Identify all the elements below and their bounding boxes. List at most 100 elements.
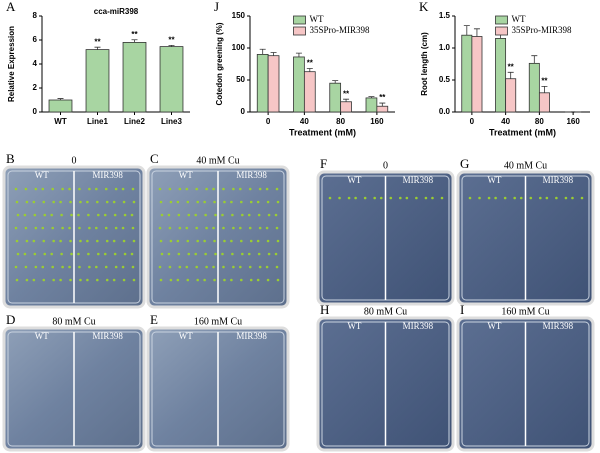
seedling: [222, 265, 225, 269]
x-tick-label: Line2: [124, 117, 145, 126]
y-tick-label: 0: [241, 107, 246, 116]
seedling: [86, 278, 89, 282]
seedling: [105, 200, 109, 204]
seedling: [97, 252, 100, 256]
significance-label: **: [94, 37, 101, 46]
seedling: [176, 200, 180, 204]
bar: [122, 42, 147, 113]
y-tick-label: 0: [33, 107, 38, 116]
seedling: [123, 252, 127, 256]
legend-label: WT: [310, 14, 324, 24]
seedling: [41, 226, 45, 230]
seedling: [96, 239, 99, 243]
x-tick-label: 80: [535, 117, 544, 126]
x-tick-label: Line1: [87, 117, 108, 126]
seedling: [196, 200, 199, 204]
seedling: [275, 187, 279, 191]
seedling: [122, 278, 126, 282]
y-axis-label: Relative Expression: [7, 26, 16, 102]
bar: [329, 82, 342, 113]
significance-label: **: [541, 77, 548, 86]
seedling: [239, 187, 242, 191]
seedling: [196, 278, 199, 282]
seedling: [177, 213, 181, 217]
seedling: [159, 200, 163, 204]
seedling: [221, 252, 224, 256]
seedling: [160, 213, 164, 217]
panel-title: 160 mM Cu: [194, 316, 242, 327]
genotype-left: WT: [487, 175, 501, 185]
seedling: [178, 226, 182, 230]
seedling: [213, 278, 216, 282]
seedling: [431, 196, 434, 200]
seedling: [60, 252, 63, 256]
x-tick-label: 80: [336, 117, 345, 126]
seedling: [68, 265, 71, 269]
seedling: [256, 278, 260, 282]
bar: [365, 97, 378, 113]
seedling: [51, 226, 54, 230]
seedling: [51, 187, 54, 191]
seedling: [122, 239, 126, 243]
seedling: [571, 196, 574, 200]
seedling: [112, 239, 116, 243]
seedling: [130, 252, 134, 256]
seedling: [114, 226, 118, 230]
seedling: [231, 252, 234, 256]
seedling: [105, 278, 109, 282]
seedling: [247, 213, 251, 217]
seedling: [69, 239, 72, 243]
genotype-left: WT: [347, 321, 361, 331]
seedling: [70, 252, 73, 256]
seedling: [97, 213, 100, 217]
x-tick-label: WT: [54, 117, 67, 126]
seedling: [59, 278, 62, 282]
y-tick-label: 6: [33, 35, 38, 44]
seedling: [131, 187, 135, 191]
legend-swatch: [495, 15, 508, 25]
seedling: [176, 239, 180, 243]
seedling: [222, 187, 225, 191]
seedling: [274, 213, 278, 217]
error-bar: [270, 52, 277, 56]
genotype-left: WT: [35, 170, 49, 180]
seedling: [247, 252, 251, 256]
seedling: [25, 278, 29, 282]
seedling: [187, 213, 191, 217]
seedling: [221, 213, 224, 217]
genotype-left: WT: [347, 175, 361, 185]
seedling: [267, 213, 271, 217]
error-bar: [531, 55, 538, 64]
legend-label: 35SPro-MIR398: [310, 25, 371, 35]
seedling: [14, 265, 18, 269]
seedling: [103, 213, 107, 217]
seedling: [103, 252, 107, 256]
seedling: [24, 187, 28, 191]
seedling: [79, 278, 82, 282]
seedling: [275, 265, 279, 269]
seedling: [580, 196, 584, 200]
seedling: [212, 265, 215, 269]
error-bar: [332, 80, 339, 84]
seedling: [265, 265, 269, 269]
error-bar: [379, 102, 386, 107]
bar: [85, 49, 110, 113]
seedling: [169, 239, 173, 243]
seedling: [257, 213, 261, 217]
seedling: [275, 226, 279, 230]
seedling: [23, 252, 27, 256]
plate-panel: [2, 326, 146, 452]
seedling: [373, 196, 376, 200]
seedling: [240, 239, 243, 243]
panel-letter: K: [419, 0, 429, 14]
genotype-right: MIR398: [403, 175, 434, 185]
seedling: [77, 213, 80, 217]
seedling: [258, 187, 262, 191]
panel-title: 40 mM Cu: [196, 155, 239, 166]
y-tick-label: 150: [232, 11, 246, 20]
seedling: [328, 196, 332, 200]
bar: [303, 71, 316, 113]
x-tick-label: 0: [266, 117, 271, 126]
seedling: [169, 200, 173, 204]
seedling: [230, 278, 233, 282]
